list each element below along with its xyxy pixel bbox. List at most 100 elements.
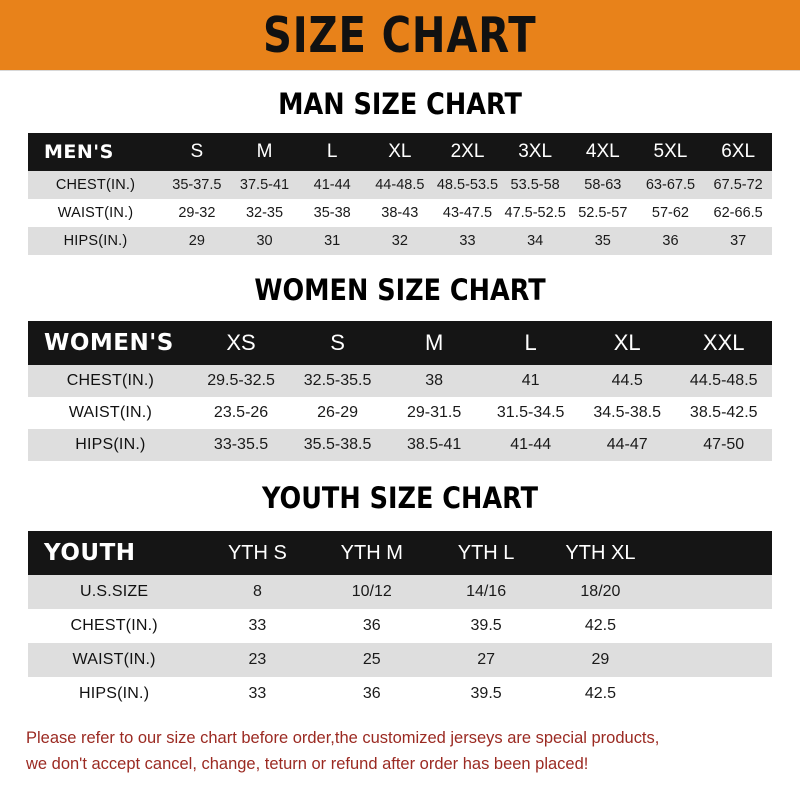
table-cell: 53.5-58: [510, 177, 560, 193]
table-cell: 35.5-38.5: [303, 436, 372, 453]
table-cell: 48.5-53.5: [436, 177, 499, 193]
table-cell: 47-50: [703, 436, 745, 453]
women-size-header: XS: [226, 330, 256, 355]
table-cell: 63-67.5: [645, 177, 696, 193]
women-size-section: WOMEN SIZE CHART WOMEN'S XS S M L XL XXL CHEST(…: [0, 255, 800, 461]
women-row-label: HIPS(IN.): [75, 436, 146, 453]
table-cell: 29-32: [178, 205, 216, 221]
table-row: U.S.SIZE 8 10/12 14/16 18/20: [28, 575, 772, 609]
women-row-label: CHEST(IN.): [66, 372, 155, 389]
youth-row-label: U.S.SIZE: [79, 583, 149, 600]
table-cell: [658, 643, 772, 677]
table-cell: 41-44: [510, 436, 552, 453]
table-cell: 34: [527, 233, 544, 249]
youth-table-wrapper: YOUTH YTH S YTH M YTH L YTH XL U.S.SIZE 8 10/12…: [28, 531, 772, 711]
youth-size-header: YTH XL: [565, 541, 636, 564]
table-cell: 57-62: [651, 205, 689, 221]
table-row: WAIST(IN.) 29-32 32-35 35-38 38-43 43-47.5 47.…: [28, 199, 772, 227]
table-row: HIPS(IN.) 33-35.5 35.5-38.5 38.5-41 41-44 44-…: [28, 429, 772, 461]
youth-size-table: YOUTH YTH S YTH M YTH L YTH XL U.S.SIZE 8 10/12…: [28, 531, 772, 711]
man-size-header: L: [326, 141, 338, 162]
youth-size-section: YOUTH SIZE CHART YOUTH YTH S YTH M YTH L YTH…: [0, 461, 800, 711]
table-cell: 38: [425, 372, 444, 389]
man-row-label: HIPS(IN.): [63, 233, 128, 249]
youth-section-title: YOUTH SIZE CHART: [261, 481, 539, 515]
table-cell: 33: [248, 685, 267, 702]
table-cell: 36: [362, 617, 381, 634]
man-corner-label: MEN'S: [44, 141, 114, 163]
women-size-header: XXL: [702, 330, 745, 355]
table-cell: 25: [362, 651, 381, 668]
table-cell: 36: [662, 233, 679, 249]
table-cell: [658, 677, 772, 711]
table-row: WAIST(IN.) 23 25 27 29: [28, 643, 772, 677]
table-cell: 41-44: [313, 177, 351, 193]
youth-row-label: WAIST(IN.): [72, 651, 156, 668]
table-cell: 38-43: [381, 205, 419, 221]
table-cell: 34.5-38.5: [593, 404, 661, 421]
table-cell: 37: [730, 233, 747, 249]
man-size-header: 4XL: [585, 141, 620, 162]
man-size-header: 5XL: [653, 141, 688, 162]
page-banner: SIZE CHART: [0, 0, 800, 71]
table-cell: 42.5: [584, 617, 616, 634]
table-cell: 14/16: [466, 583, 507, 600]
youth-size-header: [658, 531, 772, 575]
women-table-wrapper: WOMEN'S XS S M L XL XXL CHEST(IN.) 29.5-32.5 32.5…: [28, 321, 772, 461]
youth-corner-label: YOUTH: [44, 540, 136, 566]
youth-row-label: CHEST(IN.): [70, 617, 158, 634]
table-cell: [658, 609, 772, 643]
women-size-header: M: [424, 330, 444, 355]
man-size-header: 6XL: [721, 141, 756, 162]
table-cell: 33-35.5: [213, 436, 269, 453]
man-table-body: MEN'S S M L XL 2XL 3XL 4XL 5XL 6XL CHEST(IN.) 35-37…: [28, 133, 772, 255]
order-policy-note-line-1: Please refer to our size chart before or…: [26, 728, 660, 747]
women-section-title: WOMEN SIZE CHART: [254, 273, 546, 307]
table-cell: 32.5-35.5: [303, 372, 372, 389]
youth-size-header: YTH L: [457, 541, 515, 564]
women-size-header: L: [524, 330, 537, 355]
table-cell: 39.5: [470, 617, 502, 634]
youth-size-header: YTH S: [227, 541, 287, 564]
table-cell: 43-47.5: [442, 205, 493, 221]
table-row: CHEST(IN.) 29.5-32.5 32.5-35.5 38 41 44.5 44.5…: [28, 365, 772, 397]
women-row-label: WAIST(IN.): [68, 404, 152, 421]
table-cell: 35-37.5: [172, 177, 222, 193]
table-row: CHEST(IN.) 35-37.5 37.5-41 41-44 44-48.5 48.5…: [28, 171, 772, 199]
table-cell: 29.5-32.5: [207, 372, 275, 389]
man-size-table: MEN'S S M L XL 2XL 3XL 4XL 5XL 6XL CHEST(IN.) 35-37…: [28, 133, 772, 255]
table-cell: 29: [188, 233, 205, 249]
table-cell: 38.5-41: [406, 436, 462, 453]
youth-header-row: YOUTH YTH S YTH M YTH L YTH XL: [28, 531, 772, 575]
table-cell: 41: [521, 372, 540, 389]
table-cell: 23.5-26: [213, 404, 269, 421]
table-cell: 37.5-41: [239, 177, 290, 193]
table-cell: 31: [324, 233, 341, 249]
table-cell: 26-29: [317, 404, 359, 421]
man-size-header: S: [190, 141, 204, 162]
table-cell: 67.5-72: [713, 177, 763, 193]
man-size-section: MAN SIZE CHART MEN'S S M L XL 2XL 3XL 4XL 5XL 6XL…: [0, 71, 800, 255]
table-cell: 58-63: [584, 177, 622, 193]
table-cell: 10/12: [351, 583, 392, 600]
table-cell: 30: [256, 233, 273, 249]
table-cell: 35: [594, 233, 611, 249]
table-cell: 44.5-48.5: [689, 372, 758, 389]
table-cell: 31.5-34.5: [496, 404, 565, 421]
table-cell: 52.5-57: [578, 205, 628, 221]
table-cell: 38.5-42.5: [689, 404, 758, 421]
man-size-header: XL: [388, 141, 412, 162]
table-cell: 18/20: [580, 583, 621, 600]
table-cell: 44.5: [611, 372, 643, 389]
man-table-wrapper: MEN'S S M L XL 2XL 3XL 4XL 5XL 6XL CHEST(IN.) 35-37…: [28, 133, 772, 255]
women-size-table: WOMEN'S XS S M L XL XXL CHEST(IN.) 29.5-32.5 32.5…: [28, 321, 772, 461]
table-cell: 32: [391, 233, 408, 249]
youth-row-label: HIPS(IN.): [78, 685, 150, 702]
table-cell: 62-66.5: [713, 205, 763, 221]
youth-size-header: YTH M: [340, 541, 403, 564]
table-cell: 35-38: [313, 205, 351, 221]
women-size-header: XL: [613, 330, 641, 355]
order-policy-note-line-2: we don't accept cancel, change, teturn o…: [26, 754, 589, 774]
women-table-body: WOMEN'S XS S M L XL XXL CHEST(IN.) 29.5-32.5 32.5…: [28, 321, 772, 461]
table-cell: 8: [252, 583, 262, 600]
